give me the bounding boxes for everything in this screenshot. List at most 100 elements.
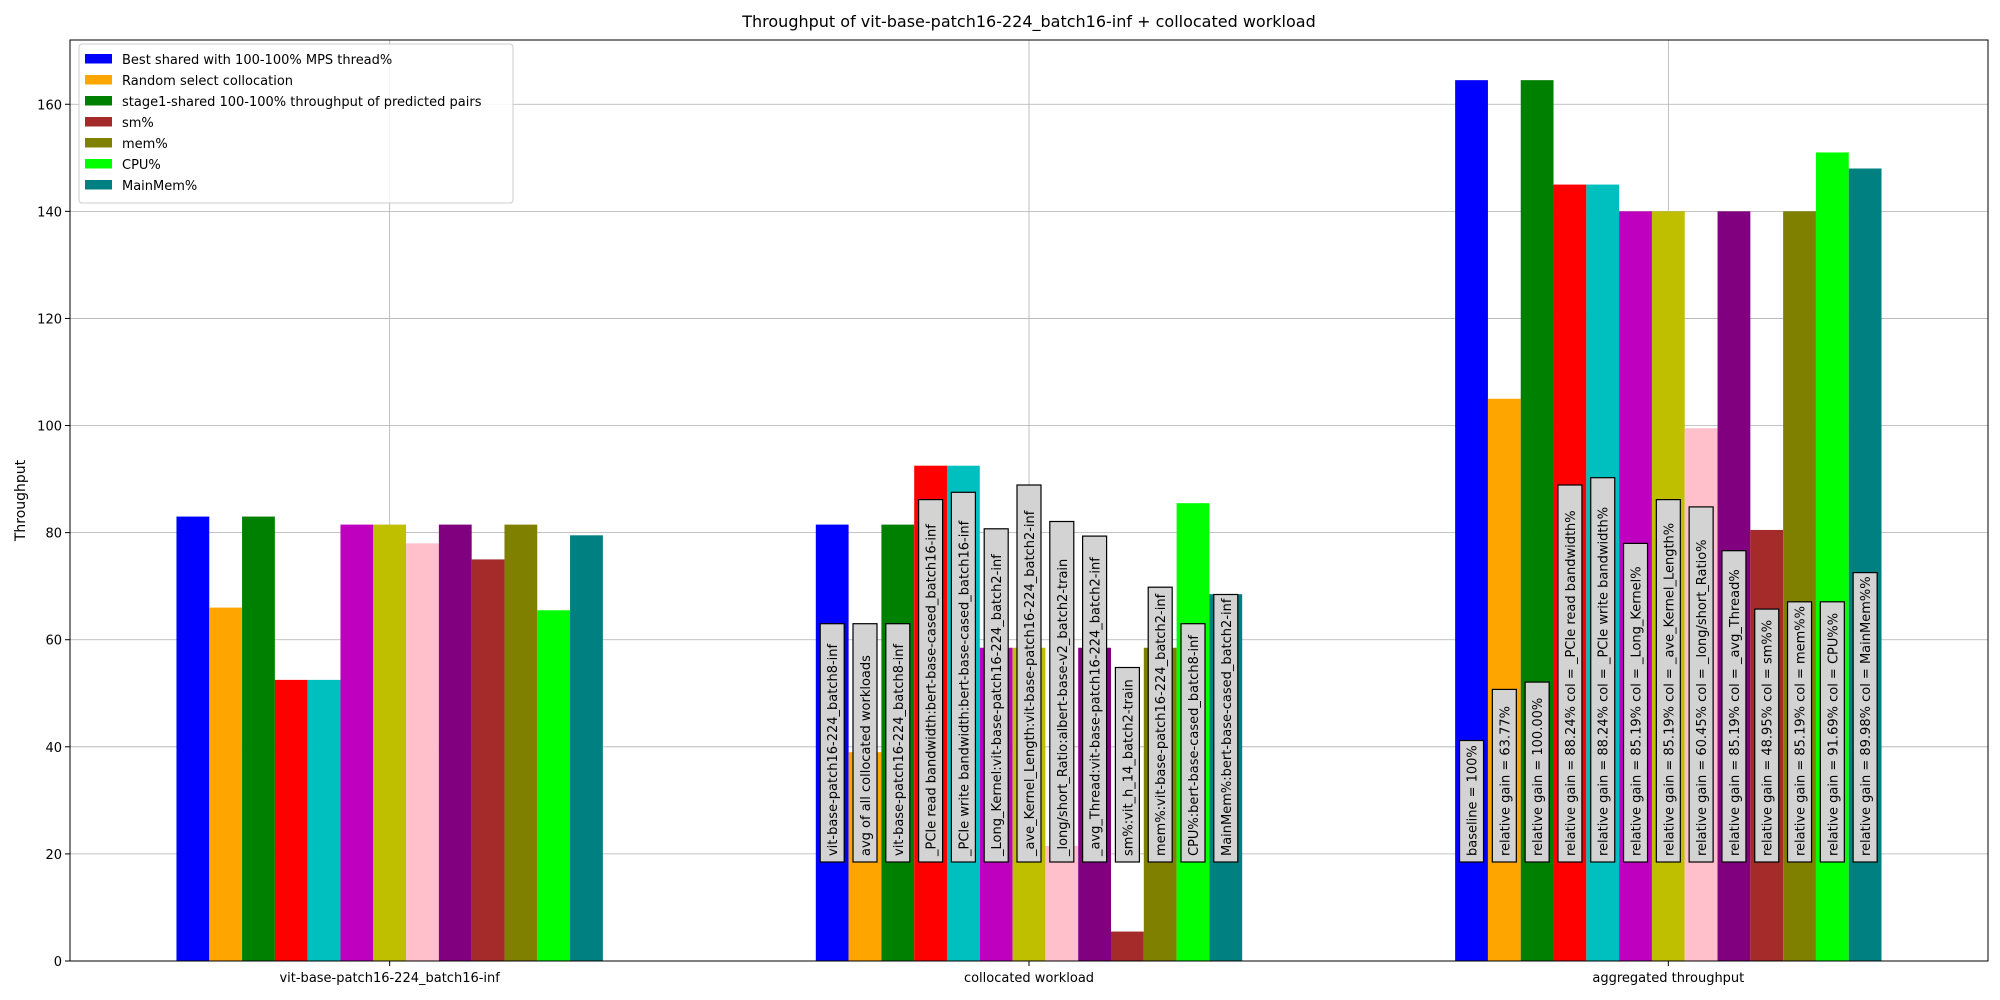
annotation-text: relative gain = 60.45% col = _long/short…	[1695, 539, 1710, 856]
annotation-box	[1458, 739, 1485, 863]
legend-label: Random select collocation	[122, 74, 293, 89]
annotation-text: mem%:vit-base-patch16-224_batch2-inf	[1154, 593, 1169, 856]
bar	[1111, 931, 1144, 961]
annotation-box	[917, 499, 944, 863]
annotation-text: relative gain = 91.69% col = CPU%%	[1826, 613, 1841, 856]
bar-annotation: relative gain = 100.00%	[1524, 681, 1550, 863]
bar	[1487, 398, 1521, 962]
bar	[373, 524, 407, 961]
y-tick-label: 20	[45, 848, 62, 863]
y-tick-label: 60	[45, 634, 62, 649]
annotation-text: relative gain = 48.95% col = sm%%	[1761, 620, 1776, 856]
legend-swatch	[85, 96, 112, 106]
annotation-box	[983, 528, 1009, 863]
annotation-text: relative gain = 88.24% col = _PCIe read …	[1564, 510, 1579, 856]
bar-annotation: _long/short_Ratio:albert-base-v2_batch2-…	[1049, 520, 1075, 863]
annotation-box	[852, 623, 878, 863]
annotation-box	[1147, 586, 1173, 863]
bar-annotation: MainMem%:bert-base-cased_batch2-inf	[1213, 593, 1239, 863]
bar-annotation: avg of all collocated workloads	[852, 623, 878, 863]
annotation-text: sm%:vit_h_14_batch2-train	[1121, 679, 1136, 856]
legend-swatch	[85, 180, 112, 190]
annotation-text: relative gain = 85.19% col = _avg_Thread…	[1728, 569, 1743, 856]
legend-swatch	[85, 54, 112, 64]
bar-annotation: relative gain = 85.19% col = _Long_Kerne…	[1622, 542, 1649, 863]
legend-label: MainMem%	[122, 179, 197, 194]
y-tick-label: 80	[45, 527, 62, 542]
bar-annotation: _PCIe read bandwidth:bert-base-cased_bat…	[917, 499, 944, 863]
annotation-box	[1754, 608, 1780, 863]
bar	[242, 516, 275, 961]
y-tick-label: 160	[37, 98, 62, 113]
legend-swatch	[85, 75, 112, 85]
bar	[570, 535, 603, 961]
bar-annotation: relative gain = 60.45% col = _long/short…	[1688, 506, 1714, 863]
legend-swatch	[85, 159, 112, 169]
bar-annotation: CPU%:bert-base-cased_batch8-inf	[1180, 623, 1206, 863]
annotation-box	[1852, 571, 1878, 863]
annotation-text: _long/short_Ratio:albert-base-v2_batch2-…	[1056, 559, 1071, 857]
bar-annotation: _Long_Kernel:vit-base-patch16-224_batch2…	[983, 528, 1009, 863]
bar	[209, 607, 243, 961]
annotation-text: vit-base-patch16-224_batch8-inf	[892, 643, 907, 856]
annotation-box	[1819, 601, 1845, 863]
bar-annotation: relative gain = 85.19% col = _ave_Kernel…	[1655, 499, 1681, 863]
chart-title: Throughput of vit-base-patch16-224_batch…	[741, 12, 1316, 32]
bar-annotation: baseline = 100%	[1458, 739, 1485, 863]
annotation-box	[1786, 601, 1813, 863]
bar-annotation: sm%:vit_h_14_batch2-train	[1114, 666, 1141, 863]
annotation-box	[1114, 666, 1141, 863]
annotation-text: relative gain = 88.24% col = _PCIe write…	[1597, 507, 1612, 856]
legend-swatch	[85, 117, 112, 127]
bar-annotation: relative gain = 63.77%	[1491, 688, 1517, 863]
annotation-box	[1016, 484, 1042, 863]
annotation-text: relative gain = 85.19% col = _Long_Kerne…	[1630, 566, 1645, 856]
annotation-box	[885, 623, 911, 863]
x-tick-label: aggregated throughput	[1592, 971, 1744, 986]
annotation-text: relative gain = 85.19% col = _ave_Kernel…	[1662, 523, 1677, 856]
bar-annotation: _avg_Thread:vit-base-patch16-224_batch2-…	[1081, 535, 1108, 863]
annotation-box	[1180, 623, 1206, 863]
bar	[504, 524, 538, 961]
annotation-text: baseline = 100%	[1466, 745, 1481, 856]
bar-annotation: _ave_Kernel_Length:vit-base-patch16-224_…	[1016, 484, 1042, 863]
x-tick-label: vit-base-patch16-224_batch16-inf	[279, 971, 500, 986]
annotation-box	[1622, 542, 1649, 863]
bar	[307, 679, 341, 961]
y-tick-label: 40	[45, 741, 62, 756]
annotation-text: CPU%:bert-base-cased_batch8-inf	[1187, 635, 1202, 856]
bar-annotation: _PCIe write bandwidth:bert-base-cased_ba…	[950, 491, 977, 863]
bar-annotation: relative gain = 89.98% col = MainMem%%	[1852, 571, 1878, 863]
annotation-text: _PCIe write bandwidth:bert-base-cased_ba…	[957, 520, 972, 857]
y-tick-label: 100	[37, 420, 62, 435]
annotation-box	[1213, 593, 1239, 863]
annotation-box	[1688, 506, 1714, 863]
bar	[471, 559, 505, 961]
legend: Best shared with 100-100% MPS thread% Ran…	[78, 43, 514, 204]
bar	[406, 543, 439, 961]
annotation-text: relative gain = 85.19% col = mem%%	[1794, 606, 1809, 856]
annotation-text: relative gain = 89.98% col = MainMem%%	[1859, 576, 1874, 856]
bar-annotation: vit-base-patch16-224_batch8-inf	[819, 623, 845, 863]
annotation-box	[1590, 477, 1616, 863]
annotation-text: MainMem%:bert-base-cased_batch2-inf	[1220, 598, 1235, 856]
bar	[438, 524, 472, 961]
annotation-box	[819, 623, 845, 863]
annotation-box	[1081, 535, 1108, 863]
bar-annotation: relative gain = 85.19% col = mem%%	[1786, 601, 1813, 863]
annotation-text: _Long_Kernel:vit-base-patch16-224_batch2…	[990, 554, 1005, 857]
bar-annotation: relative gain = 88.24% col = _PCIe read …	[1557, 484, 1583, 863]
annotation-text: _avg_Thread:vit-base-patch16-224_batch2-…	[1089, 557, 1104, 857]
annotation-box	[1655, 499, 1681, 863]
annotation-box	[1557, 484, 1583, 863]
bar-annotation: mem%:vit-base-patch16-224_batch2-inf	[1147, 586, 1173, 863]
bar-annotation: relative gain = 48.95% col = sm%%	[1754, 608, 1780, 863]
bar-annotation: vit-base-patch16-224_batch8-inf	[885, 623, 911, 863]
legend-label: sm%	[122, 116, 154, 131]
bar	[274, 679, 308, 961]
bar	[1045, 845, 1079, 961]
annotation-text: relative gain = 63.77%	[1498, 706, 1513, 856]
bar-annotation: relative gain = 88.24% col = _PCIe write…	[1590, 477, 1616, 863]
